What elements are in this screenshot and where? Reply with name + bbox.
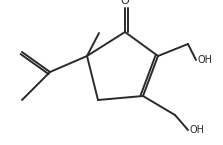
- Text: OH: OH: [190, 125, 205, 135]
- Text: OH: OH: [198, 55, 213, 65]
- Text: O: O: [121, 0, 129, 6]
